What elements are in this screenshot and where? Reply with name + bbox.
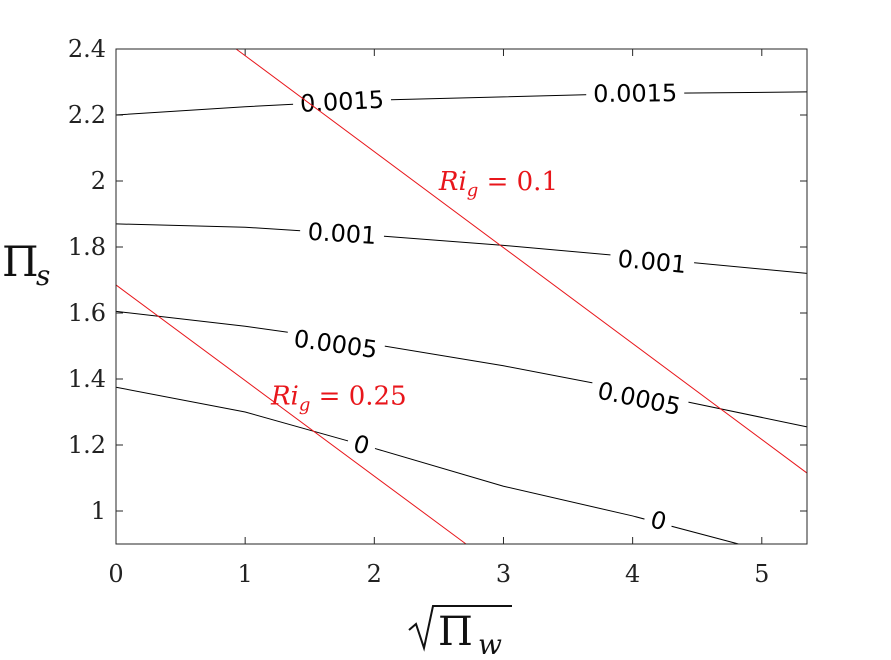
contour-label: 0.0015 (299, 86, 384, 118)
contour-label-gap (608, 242, 696, 281)
x-tick-label: 5 (754, 560, 769, 588)
y-axis-label-pi: Π (2, 237, 39, 286)
y-tick-label: 1.6 (68, 299, 106, 327)
contour-label: 0 (647, 505, 669, 536)
x-tick-label: 4 (625, 560, 640, 588)
y-tick-label: 1.8 (68, 233, 106, 261)
contour-label-gap (284, 322, 387, 367)
x-axis-label: Π w (408, 605, 512, 660)
contour-label-gap (343, 426, 379, 464)
ri-label: Rig = 0.25 (270, 382, 407, 416)
contour-line (115, 310, 808, 428)
contour-label: 0.0005 (292, 325, 379, 364)
tick-group (115, 48, 807, 544)
contour-label: 0.001 (616, 245, 687, 279)
x-tick-label: 2 (367, 560, 382, 588)
x-axis-label-subscript: w (478, 628, 502, 660)
contour-label-gap (588, 374, 691, 424)
contour-line (115, 91, 808, 116)
ri-line (235, 48, 808, 474)
x-tick-label: 0 (108, 560, 123, 588)
sqrt-symbol (408, 605, 512, 652)
contour-label-gap (292, 84, 392, 120)
x-tick-label: 1 (238, 560, 253, 588)
contour-lines: 0.0015 0.0015 0.001 0.001 0.0005 0.0005 0 0 (115, 78, 808, 545)
y-tick-label: 2.4 (68, 35, 106, 63)
y-tick-label: 2 (91, 167, 106, 195)
y-axis-label: Π s (2, 237, 50, 292)
x-axis-label-pi: Π (438, 609, 473, 655)
y-tick-label: 2.2 (68, 101, 106, 129)
tick-labels: 0 1 2 3 4 5 1 1.2 1.4 1.6 1.8 2 2.2 2.4 (68, 35, 770, 588)
ri-label: Rig = 0.1 (438, 167, 558, 201)
contour-label: 0.0015 (593, 79, 677, 108)
contour-line (115, 223, 808, 274)
y-axis-label-subscript: s (36, 259, 50, 292)
y-tick-label: 1.4 (68, 365, 106, 393)
ri-line (115, 284, 467, 545)
richardson-lines: Rig = 0.1 Rig = 0.25 (115, 48, 808, 545)
plot-frame (115, 48, 808, 545)
x-tick-label: 3 (496, 560, 511, 588)
contour-label: 0.001 (307, 218, 377, 250)
y-tick-label: 1.2 (68, 431, 106, 459)
contour-label: 0.0005 (595, 377, 683, 422)
y-tick-label: 1 (91, 497, 106, 525)
contour-label-gap (586, 78, 685, 110)
contour-label: 0 (350, 429, 372, 460)
contour-label-gap (299, 216, 385, 252)
contour-label-gap (641, 502, 676, 539)
